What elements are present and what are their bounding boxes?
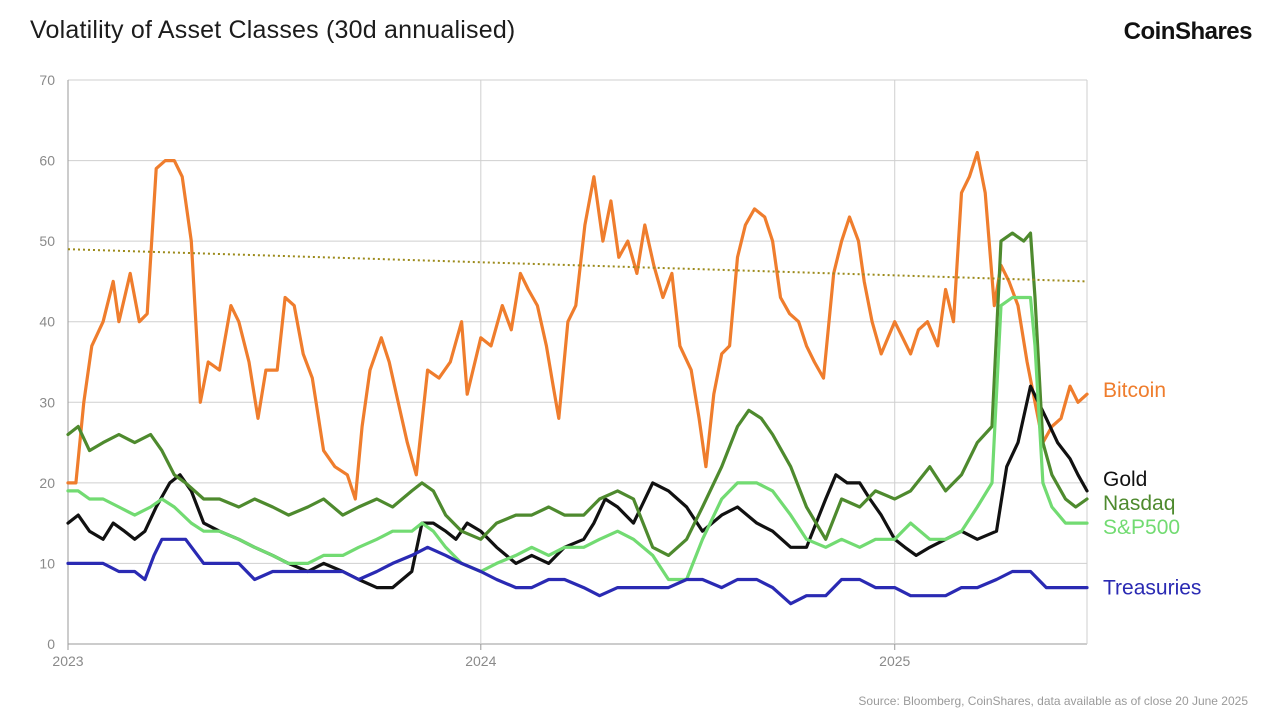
y-tick-label: 0 [47, 636, 55, 652]
y-tick-label: 40 [39, 314, 55, 330]
chart-axes: 0 10 20 30 40 50 60 70 2023 2024 2025 [39, 72, 910, 669]
x-tick-label: 2025 [879, 653, 910, 669]
y-tick-label: 60 [39, 153, 55, 169]
series-line-nasdaq [66, 231, 1089, 557]
y-tick-label: 10 [39, 555, 55, 571]
series-label-gold: Gold [1103, 468, 1147, 491]
y-tick-label: 30 [39, 394, 55, 410]
series-line-bitcoin [66, 150, 1089, 501]
brand-logo: CoinShares [1123, 18, 1253, 45]
series-line-s-p500 [66, 295, 1089, 582]
y-tick-label: 70 [39, 72, 55, 88]
chart-title: Volatility of Asset Classes (30d annuali… [30, 16, 516, 44]
source-note: Source: Bloomberg, CoinShares, data avai… [858, 694, 1248, 708]
series-line-treasuries [66, 537, 1089, 606]
series-line-gold [66, 384, 1089, 590]
y-tick-label: 20 [39, 475, 55, 491]
series-label-treasuries: Treasuries [1103, 577, 1201, 600]
x-tick-label: 2023 [52, 653, 83, 669]
x-tick-label: 2024 [465, 653, 496, 669]
chart-series [66, 150, 1089, 606]
series-label-bitcoin: Bitcoin [1103, 379, 1166, 402]
series-label-nasdaq: Nasdaq [1103, 492, 1175, 515]
series-label-s-p500: S&P500 [1103, 516, 1180, 539]
y-tick-label: 50 [39, 233, 55, 249]
